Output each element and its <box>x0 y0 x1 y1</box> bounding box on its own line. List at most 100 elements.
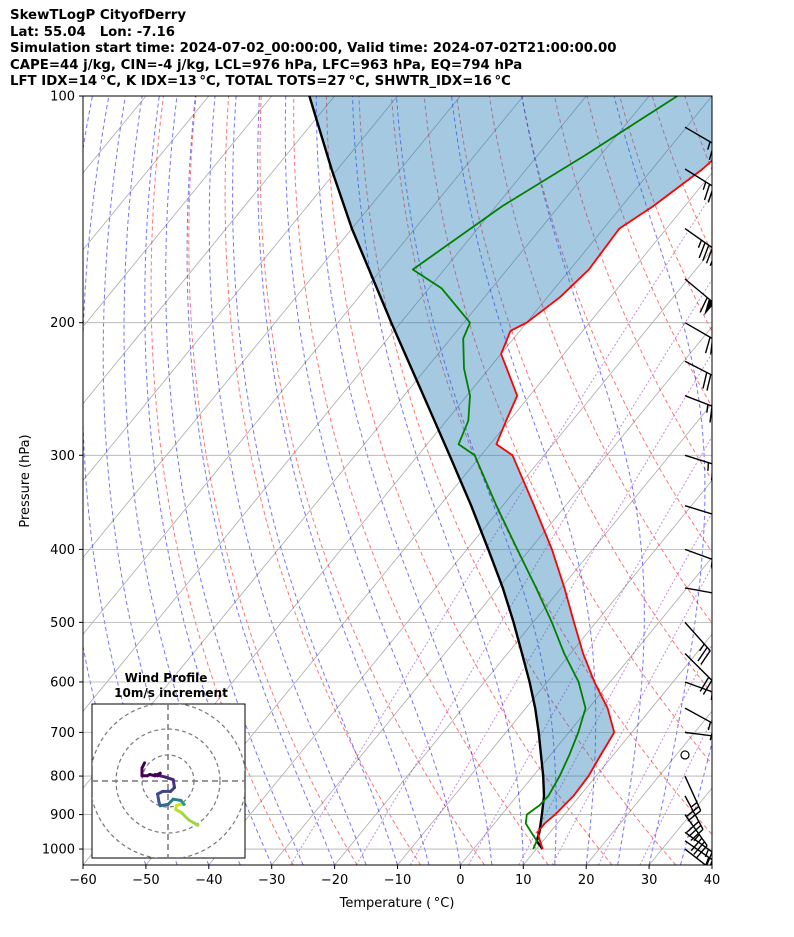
moist-adiabat <box>680 740 712 865</box>
barb-full <box>690 837 703 852</box>
barb-half <box>697 239 703 249</box>
barb-half <box>702 181 707 191</box>
dewpoint-profile-line <box>411 96 678 850</box>
barb-shaft <box>684 621 711 652</box>
barb-full <box>698 242 706 259</box>
y-tick-label: 100 <box>50 90 75 105</box>
x-tick-label: 0 <box>456 873 464 888</box>
cape-line: CAPE=44 j/kg, CIN=-4 j/kg, LCL=976 hPa, … <box>10 57 523 73</box>
y-tick-label: 600 <box>50 675 75 690</box>
barb-full <box>718 594 719 610</box>
x-tick-label: −20 <box>321 873 348 888</box>
wind-barb <box>684 848 707 865</box>
barb-full <box>695 845 708 859</box>
barb-flag <box>703 298 712 316</box>
barb-full <box>709 259 712 267</box>
barb-half <box>705 857 710 865</box>
dry-adiabat <box>456 96 712 695</box>
wind-barb <box>684 278 712 316</box>
barb-full <box>706 374 712 391</box>
moist-adiabat <box>451 96 597 865</box>
dry-adiabat <box>293 96 549 865</box>
barb-shaft <box>684 775 702 811</box>
y-tick-label: 1000 <box>42 843 75 858</box>
barb-full <box>719 562 721 578</box>
wind-barb <box>680 750 690 760</box>
hodograph-inset: Wind Profile 10m/s increment <box>91 671 246 859</box>
barb-full <box>702 372 708 389</box>
mixing-ratio-line <box>355 278 712 865</box>
isotherm <box>522 633 712 865</box>
barb-full <box>699 297 708 313</box>
dry-adiabat <box>651 96 712 254</box>
isotherm <box>334 402 712 865</box>
index-line: LFT IDX=14 °C, K IDX=13 °C, TOTAL TOTS=2… <box>10 74 511 89</box>
hodograph-segment <box>179 810 191 822</box>
isotherm <box>83 96 524 635</box>
wind-barb <box>684 653 712 695</box>
dry-adiabat <box>259 96 485 865</box>
x-tick-label: −30 <box>258 873 285 888</box>
moist-adiabat <box>744 96 794 865</box>
barb-full <box>709 859 712 865</box>
barb-full <box>703 184 711 201</box>
x-tick-label: 30 <box>641 873 658 888</box>
barb-shaft <box>684 840 712 861</box>
y-tick-label: 800 <box>50 770 75 785</box>
chart-header: SkewTLogP CityofDerry Lat: 55.04 Lon: -7… <box>10 8 617 91</box>
moist-adiabat <box>352 96 524 865</box>
barb-full <box>686 820 700 834</box>
wind-barb <box>684 228 712 267</box>
isotherm <box>460 556 712 865</box>
wind-barb <box>684 707 712 741</box>
wind-barbs <box>680 126 723 865</box>
barb-shaft <box>684 731 712 737</box>
barb-shaft <box>684 653 712 681</box>
barb-full <box>716 516 717 532</box>
wind-barb <box>684 505 717 532</box>
moist-adiabat <box>144 96 273 865</box>
barb-full <box>688 824 702 838</box>
barb-full <box>713 146 718 162</box>
moist-adiabat <box>613 96 706 865</box>
moist-adiabat <box>521 96 645 865</box>
barb-shaft <box>684 548 712 560</box>
barb-half <box>690 801 698 809</box>
isotherm <box>585 710 712 865</box>
isotherm <box>775 96 794 865</box>
barb-full <box>699 676 710 692</box>
isotherm <box>83 96 398 482</box>
dry-adiabat <box>423 96 712 765</box>
barb-half <box>707 141 711 150</box>
barb-full <box>702 680 712 695</box>
hodograph-segment <box>140 761 147 770</box>
calm-circle <box>680 750 690 760</box>
barb-full <box>722 595 723 611</box>
dry-adiabat <box>684 96 712 172</box>
moist-adiabat <box>257 96 430 865</box>
wind-barb <box>684 621 711 665</box>
dry-adiabat <box>488 96 712 624</box>
barb-flag <box>709 338 712 356</box>
barb-shaft <box>684 228 712 249</box>
y-tick-label: 700 <box>50 726 75 741</box>
barb-full <box>693 841 706 855</box>
barb-shaft <box>684 505 712 515</box>
dry-adiabat <box>521 96 712 553</box>
hodograph-title: Wind Profile <box>125 671 208 685</box>
moist-adiabat <box>396 96 557 865</box>
x-axis-ticks: −60 −50 −40 −30 −20 −10 0 10 20 30 40 <box>69 865 720 888</box>
barb-shaft <box>684 795 704 830</box>
hodograph-segment <box>187 818 200 827</box>
barb-full <box>702 244 710 261</box>
profile-lines <box>308 96 712 850</box>
barb-full <box>687 810 702 822</box>
dry-adiabat <box>783 96 794 865</box>
barb-full <box>711 202 712 205</box>
isotherm <box>271 326 712 865</box>
wind-barb <box>684 587 723 611</box>
barb-half <box>704 849 710 858</box>
barb-flag <box>714 407 721 424</box>
isotherm <box>83 96 210 251</box>
